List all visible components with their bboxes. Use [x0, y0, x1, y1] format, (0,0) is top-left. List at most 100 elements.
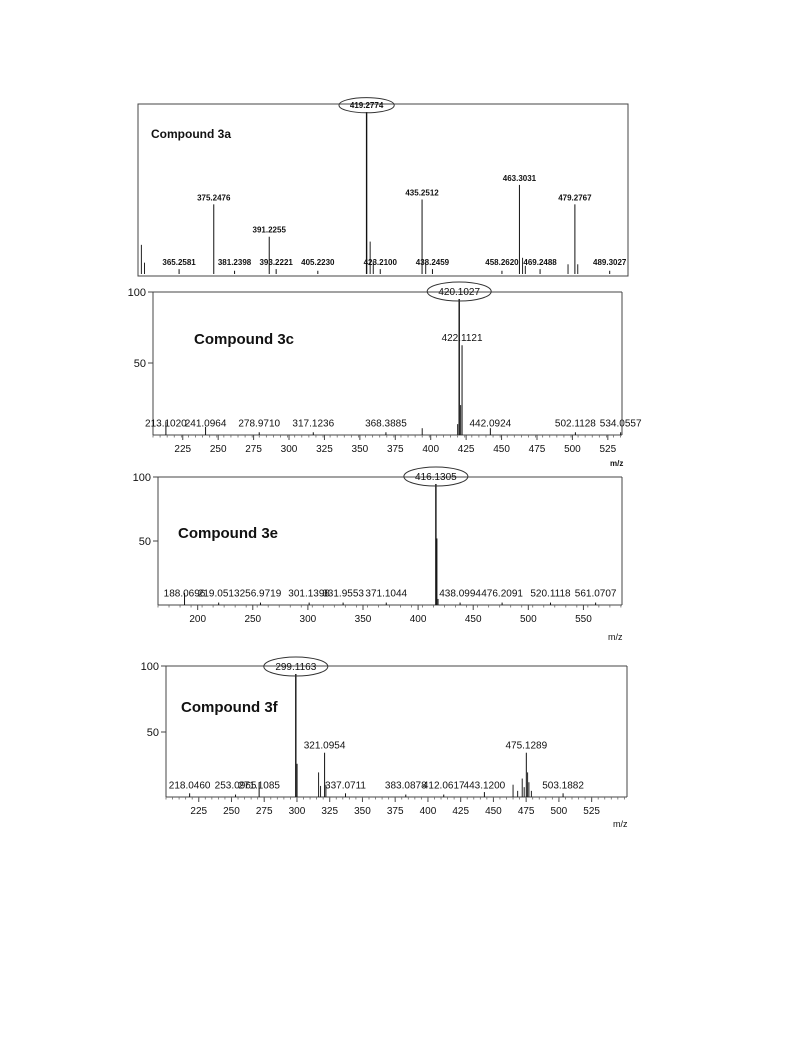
base-peak-circle [403, 466, 469, 487]
peak-label: 475.1289 [505, 741, 547, 752]
peak-label: 422.1121 [442, 333, 483, 344]
peak-label: 438.0994 [439, 589, 481, 600]
y-label-100: 100 [141, 661, 159, 673]
peak-label: 337.0711 [325, 781, 366, 792]
spectrum-marks: 365.2581 375.2476 381.2398 391.2255 393.2221… [140, 97, 627, 274]
x-tick-label: 325 [316, 444, 333, 455]
x-tick-label: 375 [387, 444, 404, 455]
x-tick-label: 400 [422, 444, 439, 455]
peak-label: 278.9710 [238, 418, 280, 429]
peak-label: 393.2221 [259, 258, 293, 267]
y-label-100: 100 [133, 472, 151, 484]
peak-label: 442.0924 [469, 418, 511, 429]
x-tick-label: 500 [551, 806, 568, 817]
peak-label: 219.0513 [198, 589, 240, 600]
peak-label: 321.0954 [304, 741, 346, 752]
peak-label: 299.1163 [275, 662, 316, 673]
y-label-50: 50 [147, 727, 159, 739]
peak-label: 256.9719 [240, 589, 282, 600]
x-tick-label: 475 [518, 806, 535, 817]
peak-label: 412.0617 [423, 781, 465, 792]
peak-label: 371.1044 [365, 589, 407, 600]
x-tick-label: 450 [485, 806, 502, 817]
base-peak-circle [426, 281, 492, 302]
peak-label: 561.0707 [575, 589, 617, 600]
panel-title: Compound 3f [181, 699, 279, 716]
peak-label: 520.1118 [530, 589, 571, 600]
peak-label: 405.2230 [301, 258, 335, 267]
x-tick-label: 275 [245, 444, 262, 455]
peak-label: 213.1020 [145, 418, 187, 429]
panel-compound-3a: Compound 3a 365.2581 375.2476 381.2398 391.… [137, 97, 629, 277]
peak-label: 502.1128 [555, 418, 596, 429]
x-tick-label: 525 [599, 444, 616, 455]
panel-frame [137, 103, 629, 277]
x-tick-label: 525 [583, 806, 600, 817]
peak-label: 331.9553 [322, 589, 364, 600]
x-tick-label: 350 [354, 806, 371, 817]
x-tick-label: 350 [355, 614, 372, 625]
peak-label: 479.2767 [558, 193, 592, 202]
x-tick-label: 375 [387, 806, 404, 817]
peak-label: 368.3885 [365, 418, 407, 429]
peak-label: 534.0557 [600, 418, 642, 429]
peak-label: 218.0460 [169, 781, 211, 792]
peak-label: 241.0964 [185, 418, 227, 429]
panel-title: Compound 3a [151, 127, 231, 141]
panel-title: Compound 3c [194, 331, 294, 348]
peak-label: 423.2100 [364, 258, 398, 267]
x-tick-label: 450 [493, 444, 510, 455]
x-tick-label: 500 [520, 614, 537, 625]
y-label-50: 50 [134, 358, 146, 370]
peak-label: 503.1882 [542, 781, 584, 792]
x-tick-label: 250 [244, 614, 261, 625]
x-axis-label: m/z [608, 632, 623, 642]
peak-label: 419.2774 [350, 101, 384, 110]
x-tick-label: 425 [452, 806, 469, 817]
peak-label: 253.0965 [215, 781, 257, 792]
x-tick-label: 350 [352, 444, 369, 455]
x-tick-label: 400 [420, 806, 437, 817]
base-peak-circle [338, 97, 395, 114]
peak-label: 489.3027 [593, 258, 627, 267]
peak-label: 438.2459 [416, 258, 450, 267]
peak-label: 188.0696 [164, 589, 206, 600]
peak-label: 420.1027 [438, 287, 480, 298]
x-tick-label: 225 [190, 806, 207, 817]
x-tick-label: 250 [223, 806, 240, 817]
x-tick-label: 250 [210, 444, 227, 455]
peak-label: 381.2398 [218, 258, 252, 267]
x-tick-label: 400 [410, 614, 427, 625]
x-tick-label: 225 [174, 444, 191, 455]
x-tick-label: 300 [289, 806, 306, 817]
x-tick-label: 500 [564, 444, 581, 455]
peak-label: 271.1085 [238, 781, 280, 792]
peak-label: 463.3031 [503, 174, 537, 183]
x-tick-label: 275 [256, 806, 273, 817]
peak-label: 317.1236 [292, 418, 334, 429]
peak-label: 391.2255 [253, 226, 287, 235]
x-tick-label: 300 [300, 614, 317, 625]
peak-label: 416.1305 [415, 472, 457, 483]
base-peak-circle [263, 656, 329, 677]
peak-label: 435.2512 [405, 188, 439, 197]
y-label-100: 100 [128, 287, 146, 299]
x-tick-label: 475 [529, 444, 546, 455]
x-axis-label: m/z [610, 459, 623, 468]
peak-label: 365.2581 [162, 258, 196, 267]
x-tick-label: 550 [575, 614, 592, 625]
x-tick-label: 300 [281, 444, 298, 455]
peak-label: 383.0878 [385, 781, 427, 792]
peak-label: 301.1398 [288, 589, 330, 600]
peak-label: 443.1200 [464, 781, 506, 792]
panel-compound-3f: 100 50 Compound 3f m/z 218.0460 253.09652… [141, 656, 628, 829]
x-tick-label: 425 [458, 444, 475, 455]
panel-title: Compound 3e [178, 525, 278, 542]
